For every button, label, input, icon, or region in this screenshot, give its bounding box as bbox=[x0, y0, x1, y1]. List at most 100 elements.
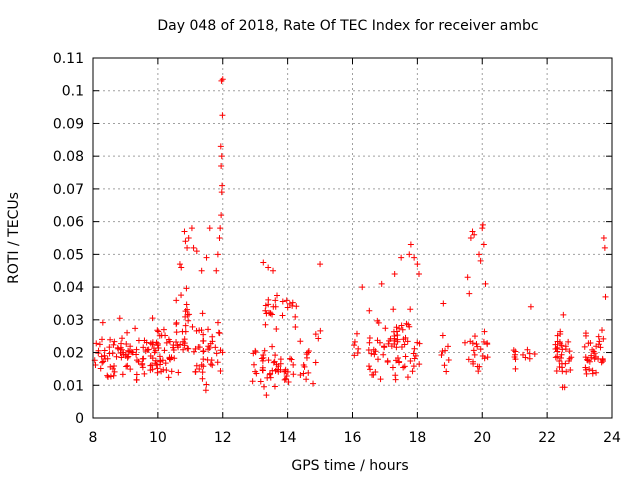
data-point bbox=[581, 343, 588, 350]
data-point bbox=[259, 367, 266, 374]
data-point bbox=[274, 292, 281, 299]
data-point bbox=[219, 112, 226, 119]
data-point bbox=[156, 332, 163, 339]
x-tick-label: 24 bbox=[603, 430, 621, 446]
data-point bbox=[292, 313, 299, 320]
data-point bbox=[526, 350, 533, 357]
data-point bbox=[182, 328, 189, 335]
data-point bbox=[273, 325, 280, 332]
data-point bbox=[470, 347, 477, 354]
data-point bbox=[181, 336, 188, 343]
data-point bbox=[411, 355, 418, 362]
data-point bbox=[110, 372, 117, 379]
data-point bbox=[170, 346, 177, 353]
data-point bbox=[466, 290, 473, 297]
data-point bbox=[154, 327, 161, 334]
data-point bbox=[117, 350, 124, 357]
data-point bbox=[100, 358, 107, 365]
data-point bbox=[193, 362, 200, 369]
data-point bbox=[554, 353, 561, 360]
data-point bbox=[374, 337, 381, 344]
data-point bbox=[107, 336, 114, 343]
y-tick-label: 0.11 bbox=[53, 51, 84, 67]
data-point bbox=[218, 153, 225, 160]
data-point bbox=[593, 369, 600, 376]
data-point bbox=[118, 354, 125, 361]
data-point bbox=[557, 354, 564, 361]
data-point bbox=[119, 335, 126, 342]
data-point bbox=[414, 261, 421, 268]
data-point bbox=[200, 338, 207, 345]
data-point bbox=[583, 370, 590, 377]
data-point bbox=[512, 356, 519, 363]
data-point bbox=[482, 280, 489, 287]
data-point bbox=[465, 356, 472, 363]
data-point bbox=[284, 304, 291, 311]
data-point bbox=[556, 363, 563, 370]
data-point bbox=[199, 310, 206, 317]
data-point bbox=[583, 356, 590, 363]
y-tick-label: 0.03 bbox=[53, 313, 84, 329]
data-point bbox=[471, 231, 478, 238]
y-tick-label: 0.07 bbox=[53, 182, 84, 198]
data-point bbox=[479, 221, 486, 228]
data-point bbox=[200, 331, 207, 338]
data-point bbox=[375, 319, 382, 326]
data-point bbox=[411, 254, 418, 261]
data-point bbox=[317, 327, 324, 334]
x-axis-label: GPS time / hours bbox=[291, 458, 408, 474]
data-point bbox=[184, 244, 191, 251]
data-point bbox=[196, 365, 203, 372]
data-point bbox=[196, 327, 203, 334]
data-point bbox=[160, 326, 167, 333]
data-point bbox=[183, 301, 190, 308]
data-point bbox=[218, 189, 225, 196]
data-point bbox=[188, 225, 195, 232]
data-point bbox=[469, 358, 476, 365]
data-point bbox=[415, 271, 422, 277]
data-point bbox=[558, 351, 565, 358]
data-point bbox=[366, 363, 373, 370]
data-point bbox=[133, 371, 140, 378]
data-point bbox=[394, 338, 401, 345]
data-point bbox=[207, 361, 214, 368]
data-point bbox=[217, 347, 224, 354]
data-point bbox=[173, 329, 180, 336]
data-point bbox=[391, 271, 398, 277]
data-point bbox=[119, 371, 126, 378]
data-point bbox=[589, 346, 596, 353]
data-point bbox=[198, 361, 205, 368]
data-point bbox=[217, 225, 224, 232]
data-point bbox=[135, 337, 142, 344]
data-point bbox=[526, 355, 533, 362]
data-point bbox=[305, 369, 312, 376]
data-point bbox=[185, 345, 192, 352]
data-point bbox=[249, 378, 256, 385]
data-point bbox=[175, 344, 182, 351]
data-point bbox=[586, 366, 593, 373]
data-point bbox=[202, 387, 209, 394]
grid bbox=[93, 58, 612, 418]
data-point bbox=[132, 325, 139, 332]
data-point bbox=[287, 355, 294, 362]
data-point bbox=[250, 350, 257, 357]
data-point bbox=[563, 368, 570, 375]
data-point bbox=[477, 257, 484, 264]
data-point bbox=[403, 320, 410, 327]
data-point bbox=[217, 143, 224, 150]
data-point bbox=[173, 297, 180, 304]
data-point bbox=[150, 345, 157, 352]
data-point bbox=[125, 353, 132, 360]
data-point bbox=[173, 338, 180, 345]
data-point bbox=[168, 354, 175, 361]
data-point bbox=[101, 347, 108, 354]
data-point bbox=[219, 76, 226, 83]
data-point bbox=[262, 321, 269, 328]
data-point bbox=[98, 353, 105, 360]
data-point bbox=[269, 343, 276, 350]
data-point bbox=[359, 284, 366, 291]
data-point bbox=[354, 350, 361, 357]
chart-title: Day 048 of 2018, Rate Of TEC Index for r… bbox=[157, 18, 538, 34]
data-point bbox=[289, 299, 296, 306]
data-point bbox=[467, 235, 474, 241]
